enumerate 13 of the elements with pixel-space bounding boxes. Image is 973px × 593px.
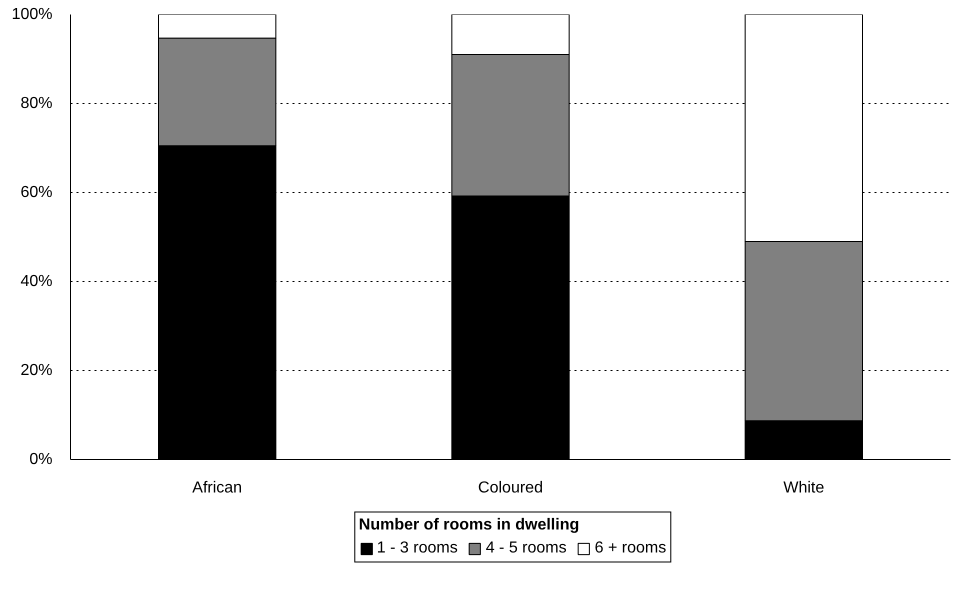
legend-label: 6 + rooms: [594, 539, 666, 557]
legend-title: Number of rooms in dwelling: [358, 516, 580, 534]
legend-label: 4 - 5 rooms: [486, 539, 567, 557]
y-tick-label: 60%: [20, 184, 53, 201]
y-tick-label: 40%: [20, 273, 53, 290]
legend-label: 1 - 3 rooms: [376, 539, 458, 557]
y-tick-label: 20%: [20, 362, 53, 379]
y-tick-label: 100%: [12, 6, 52, 23]
x-tick-label: African: [192, 480, 242, 496]
x-tick-label: Coloured: [478, 480, 543, 496]
y-tick-label: 80%: [20, 95, 53, 112]
y-tick-label: 0%: [29, 451, 52, 468]
x-tick-label: White: [783, 480, 824, 496]
